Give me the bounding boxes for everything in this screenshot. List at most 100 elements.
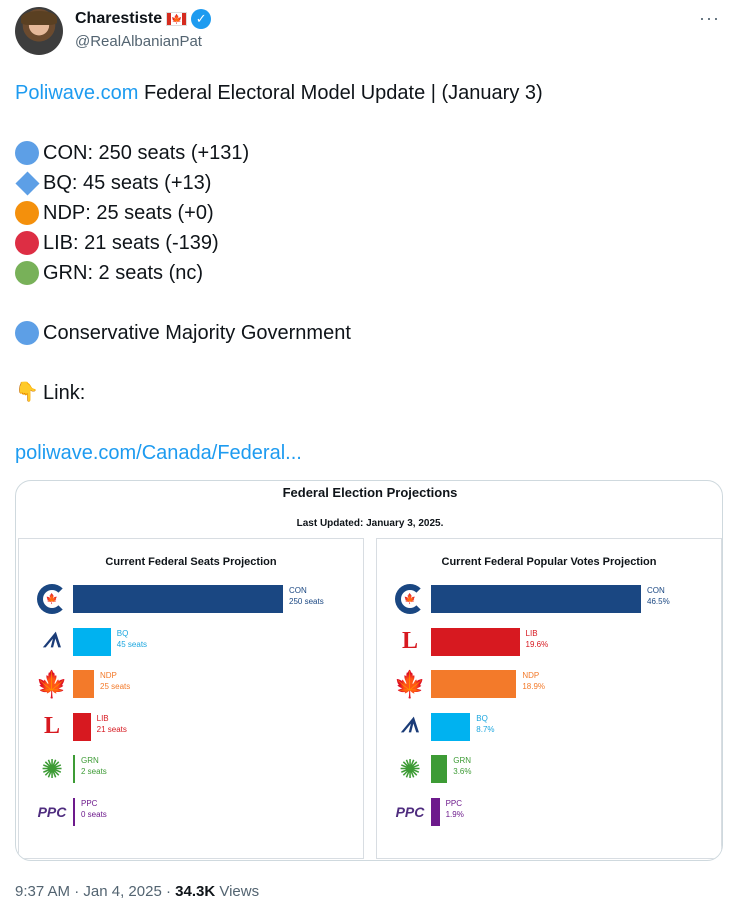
canada-flag-icon: 🍁: [166, 12, 188, 26]
bar-row-ndp: 🍁 NDP 18.9%: [377, 666, 721, 702]
tweet-date[interactable]: Jan 4, 2025: [83, 883, 162, 900]
bar-con: [73, 585, 283, 613]
bar-label-grn: GRN 3.6%: [453, 755, 471, 777]
conservative-logo-icon: 🍁: [391, 583, 429, 615]
bar-row-con: 🍁 CON 250 seats: [19, 581, 363, 617]
votes-chart-title: Current Federal Popular Votes Projection: [441, 556, 657, 568]
liberal-logo-icon: L: [43, 713, 60, 739]
category-label: PPC: [445, 798, 463, 808]
ppc-logo-icon: PPC: [395, 803, 425, 820]
seats-projection-panel: Current Federal Seats Projection 🍁 CON 250…: [18, 538, 364, 859]
bar-label-lib: LIB 21 seats: [97, 713, 127, 735]
seats-chart-title: Current Federal Seats Projection: [105, 556, 277, 568]
colored-circle-icon: [15, 141, 39, 165]
media-image-card[interactable]: Federal Election Projections Last Update…: [15, 480, 723, 861]
result-text: NDP: 25 seats (+0): [43, 202, 214, 224]
ndp-logo-icon: 🍁: [393, 668, 427, 699]
blue-circle-icon: [15, 321, 39, 345]
bar-grn: [73, 755, 75, 783]
result-line: NDP: 25 seats (+0): [15, 198, 543, 228]
category-label: LIB: [96, 713, 109, 723]
bar-ndp: [73, 670, 94, 698]
tweet-url-link[interactable]: poliwave.com/Canada/Federal...: [15, 442, 302, 464]
pointing-down-icon: 👇: [15, 382, 39, 403]
result-line: BQ: 45 seats (+13): [15, 168, 543, 198]
bar-label-ndp: NDP 25 seats: [100, 670, 130, 692]
bar-label-con: CON 250 seats: [289, 585, 324, 607]
value-label: 1.9%: [445, 809, 464, 819]
bar-label-grn: GRN 2 seats: [81, 755, 107, 777]
bar-label-bq: BQ 45 seats: [117, 628, 147, 650]
category-label: GRN: [81, 756, 99, 765]
headline-link[interactable]: Poliwave.com: [15, 82, 139, 104]
category-label: GRN: [453, 756, 472, 765]
bar-lib: [73, 712, 91, 741]
bar-label-ppc: PPC 0 seats: [81, 798, 107, 820]
value-label: 250 seats: [289, 597, 324, 606]
value-label: 3.6%: [453, 767, 472, 776]
result-text: BQ: 45 seats (+13): [43, 172, 212, 194]
result-line: GRN: 2 seats (nc): [15, 258, 543, 288]
card-title: Federal Election Projections: [282, 485, 458, 500]
colored-circle-icon: [15, 261, 39, 285]
bar-row-bq: ᗑ BQ 45 seats: [19, 624, 363, 660]
author-name-row: Charestiste 🍁 ✓: [75, 9, 212, 29]
author-display-name[interactable]: Charestiste: [75, 10, 163, 27]
bar-lib: [431, 627, 520, 656]
value-label: 2 seats: [81, 767, 107, 776]
bloc-quebecois-logo-icon: ᗑ: [400, 715, 420, 737]
value-label: 45 seats: [116, 639, 148, 649]
views-label: Views: [219, 883, 260, 900]
category-label: PPC: [81, 798, 98, 808]
bar-row-ppc: PPC PPC 1.9%: [377, 794, 721, 830]
bar-ndp: [431, 670, 517, 698]
votes-projection-panel: Current Federal Popular Votes Projection…: [376, 538, 722, 859]
liberal-logo-icon: L: [401, 628, 418, 654]
bar-row-con: 🍁 CON 46.5%: [377, 581, 721, 617]
bar-row-lib: L LIB 21 seats: [19, 709, 363, 745]
result-text: CON: 250 seats (+131): [43, 142, 250, 164]
green-party-logo-icon: ✺: [41, 753, 63, 784]
ndp-logo-icon: 🍁: [35, 668, 69, 699]
category-label: NDP: [100, 671, 117, 680]
card-subtitle: Last Updated: January 3, 2025.: [296, 518, 444, 529]
value-label: 18.9%: [522, 682, 546, 691]
colored-circle-icon: [15, 201, 39, 225]
value-label: 19.6%: [525, 639, 549, 649]
bar-row-ndp: 🍁 NDP 25 seats: [19, 666, 363, 702]
value-label: 8.7%: [476, 724, 495, 734]
result-line: LIB: 21 seats (-139): [15, 228, 543, 258]
bar-label-lib: LIB 19.6%: [526, 628, 549, 650]
category-label: CON: [647, 586, 665, 595]
seat-results-list: CON: 250 seats (+131) BQ: 45 seats (+13) N…: [15, 138, 543, 288]
tweet-time[interactable]: 9:37 AM: [15, 883, 71, 900]
bar-bq: [73, 627, 111, 656]
bar-label-bq: BQ 8.7%: [476, 713, 494, 735]
bar-row-lib: L LIB 19.6%: [377, 624, 721, 660]
bar-grn: [431, 755, 448, 783]
bar-label-con: CON 46.5%: [647, 585, 670, 607]
tweet-metadata: 9:37 AM · Jan 4, 2025 · 34.3K Views: [15, 883, 260, 900]
bar-bq: [431, 712, 471, 741]
verified-badge-icon[interactable]: ✓: [191, 9, 212, 29]
bloc-quebecois-logo-icon: ᗑ: [42, 630, 62, 652]
category-label: CON: [289, 586, 307, 595]
category-label: LIB: [525, 628, 538, 638]
link-label: Link:: [43, 382, 86, 404]
category-label: BQ: [476, 713, 488, 723]
category-label: BQ: [116, 628, 129, 638]
bar-row-bq: ᗑ BQ 8.7%: [377, 709, 721, 745]
result-line: CON: 250 seats (+131): [15, 138, 543, 168]
views-count: 34.3K: [175, 883, 216, 900]
tweet-text: Poliwave.com Federal Electoral Model Upd…: [15, 78, 543, 468]
bar-ppc: [73, 797, 75, 826]
more-options-button[interactable]: ···: [699, 8, 720, 28]
bar-ppc: [431, 797, 440, 826]
blue-diamond-icon: [15, 170, 40, 196]
author-handle[interactable]: @RealAlbanianPat: [75, 33, 202, 50]
bar-label-ppc: PPC 1.9%: [446, 798, 464, 820]
outcome-line: Conservative Majority Government: [15, 318, 543, 348]
value-label: 46.5%: [647, 597, 670, 606]
bar-row-grn: ✺ GRN 3.6%: [377, 751, 721, 787]
author-avatar[interactable]: [15, 7, 63, 55]
